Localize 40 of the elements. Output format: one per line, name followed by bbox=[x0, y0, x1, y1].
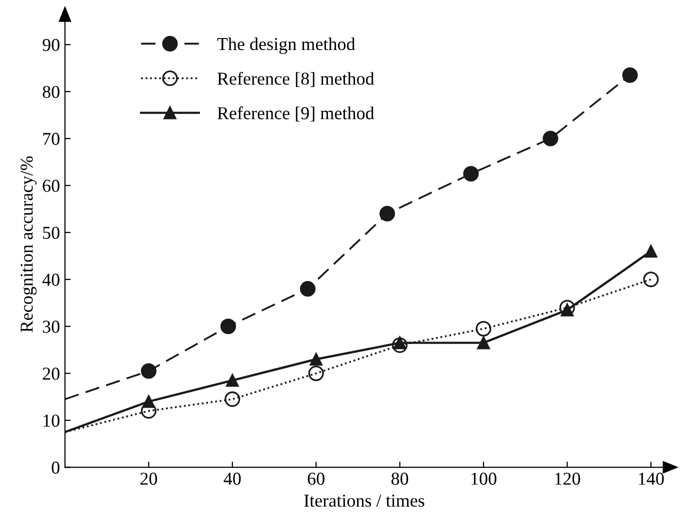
point bbox=[224, 391, 240, 407]
x-tick-label: 120 bbox=[555, 472, 580, 485]
point bbox=[477, 336, 490, 350]
point bbox=[559, 300, 575, 316]
x-tick-label: 20 bbox=[140, 472, 158, 485]
point bbox=[476, 320, 492, 337]
y-tick-label: 30 bbox=[42, 320, 60, 333]
y-axis-title: Recognition accuracy/% bbox=[20, 156, 37, 332]
y-tick-label: 60 bbox=[42, 180, 60, 192]
point bbox=[643, 272, 659, 288]
x-tick-label: 100 bbox=[472, 472, 496, 485]
y-tick-label: 70 bbox=[43, 132, 60, 145]
point bbox=[310, 352, 322, 366]
y-tick-label: 40 bbox=[42, 274, 60, 286]
y-tick-label: 80 bbox=[42, 86, 60, 98]
point bbox=[379, 206, 396, 222]
point bbox=[392, 337, 408, 353]
point bbox=[140, 363, 156, 379]
x-tick-label: 40 bbox=[224, 472, 241, 485]
x-tick-label: 80 bbox=[391, 472, 408, 485]
legend-label: The design method bbox=[217, 37, 356, 54]
point bbox=[463, 166, 479, 182]
point bbox=[300, 281, 316, 297]
point bbox=[622, 67, 638, 83]
point bbox=[220, 318, 236, 334]
point bbox=[644, 244, 658, 258]
legend-label: Reference [8] method bbox=[217, 72, 374, 88]
y-tick-label: 50 bbox=[43, 226, 60, 239]
point bbox=[226, 374, 239, 387]
point bbox=[308, 366, 324, 382]
legend-label: Reference [9] method bbox=[217, 106, 374, 122]
x-axis-title: Iterations / times bbox=[304, 494, 424, 507]
y-tick-label: 10 bbox=[44, 414, 60, 427]
y-tick-label: 20 bbox=[42, 368, 60, 380]
x-tick-label: 60 bbox=[308, 472, 324, 485]
point bbox=[542, 130, 558, 146]
x-tick-label: 140 bbox=[638, 472, 664, 485]
point bbox=[140, 403, 156, 419]
y-tick-label: 0 bbox=[52, 462, 60, 474]
y-tick-label: 90 bbox=[42, 38, 60, 52]
